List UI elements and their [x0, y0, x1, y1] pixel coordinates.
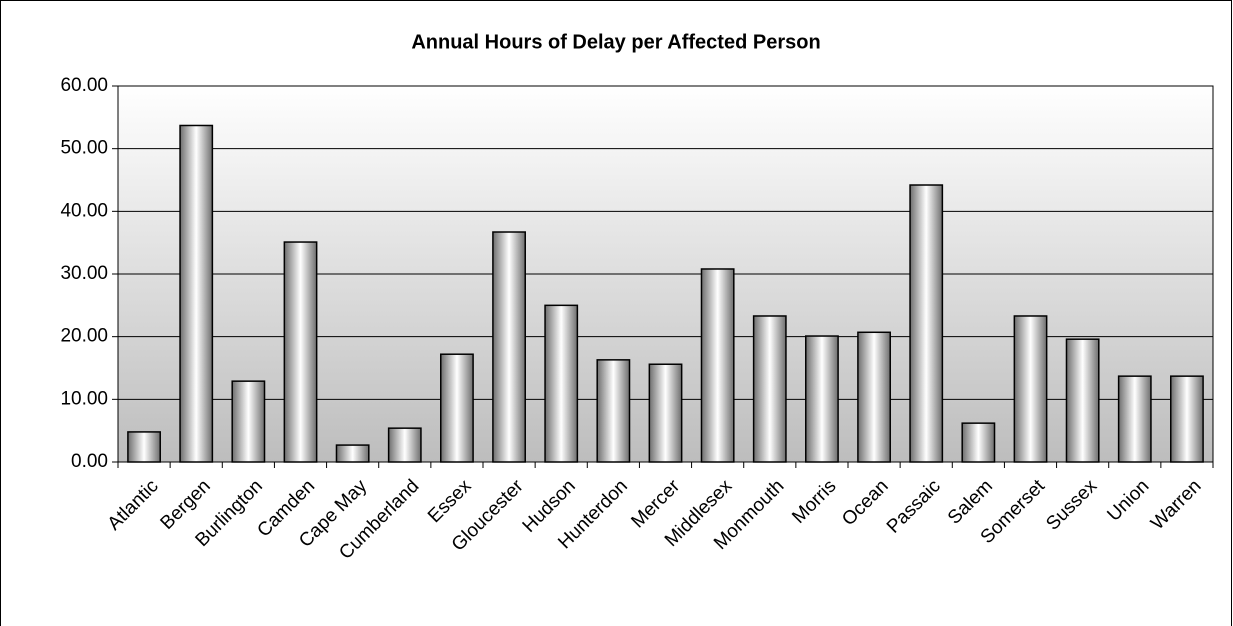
chart-title: Annual Hours of Delay per Affected Perso…: [411, 31, 820, 53]
bar: [335, 444, 370, 463]
bar: [127, 431, 161, 463]
y-tick-label: 10.00: [60, 388, 108, 409]
bar: [909, 184, 944, 463]
bar: [1170, 375, 1204, 463]
y-tick-label: 0.00: [71, 451, 108, 472]
bar: [283, 241, 318, 463]
bar: [805, 335, 839, 463]
bar: [648, 363, 683, 463]
y-tick-label: 20.00: [60, 326, 108, 347]
bar: [231, 380, 266, 463]
bar: [387, 427, 422, 463]
bar: [179, 124, 214, 463]
y-tick-label: 40.00: [60, 200, 108, 221]
bar: [544, 304, 579, 463]
bar: [596, 359, 631, 463]
bar: [1117, 375, 1152, 463]
bar: [857, 331, 891, 463]
y-tick-label: 50.00: [60, 138, 108, 159]
bar: [1013, 315, 1048, 463]
y-tick-label: 60.00: [60, 75, 108, 96]
bar: [961, 422, 996, 463]
bar: [492, 231, 526, 463]
bar: [700, 268, 735, 463]
bar: [752, 315, 787, 463]
bar: [1065, 338, 1100, 463]
y-tick-label: 30.00: [60, 263, 108, 284]
bar: [440, 353, 474, 463]
